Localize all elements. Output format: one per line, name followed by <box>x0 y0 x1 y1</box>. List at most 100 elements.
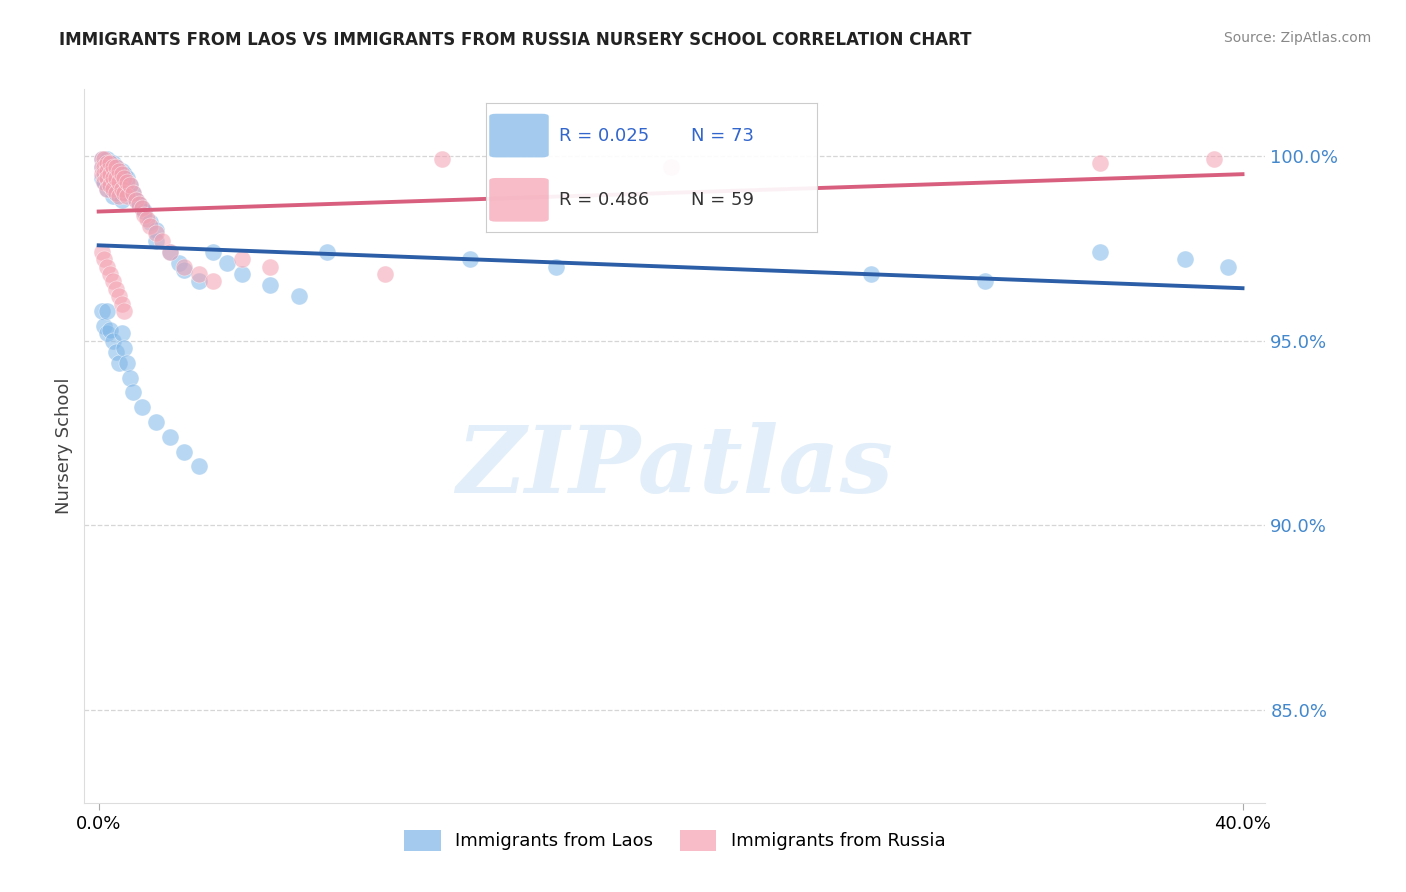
Point <box>159 430 181 444</box>
Point <box>1174 252 1197 267</box>
Point <box>259 278 281 293</box>
Point <box>117 356 139 370</box>
Point <box>107 175 129 189</box>
Point <box>110 326 132 341</box>
Point <box>96 170 118 185</box>
Point <box>139 215 162 229</box>
Point <box>96 156 118 170</box>
Point <box>98 178 121 193</box>
Point <box>104 344 127 359</box>
Point <box>98 267 121 281</box>
Point <box>288 289 311 303</box>
Point <box>134 204 156 219</box>
Text: IMMIGRANTS FROM LAOS VS IMMIGRANTS FROM RUSSIA NURSERY SCHOOL CORRELATION CHART: IMMIGRANTS FROM LAOS VS IMMIGRANTS FROM … <box>59 31 972 49</box>
Point <box>110 163 132 178</box>
Point <box>98 156 121 170</box>
Point <box>110 182 132 196</box>
Point <box>93 175 115 189</box>
Point <box>104 282 127 296</box>
Point <box>90 167 112 181</box>
Point <box>101 275 124 289</box>
Point <box>98 167 121 181</box>
Point <box>316 244 339 259</box>
Point <box>107 175 129 189</box>
Point <box>93 153 115 167</box>
Point <box>101 160 124 174</box>
Point <box>93 175 115 189</box>
Point <box>93 156 115 170</box>
Point <box>128 196 150 211</box>
Point <box>110 167 132 181</box>
Point <box>93 163 115 178</box>
Point <box>96 326 118 341</box>
Point <box>104 170 127 185</box>
Point <box>134 208 156 222</box>
Point <box>859 267 882 281</box>
Point <box>150 234 173 248</box>
Point <box>110 296 132 310</box>
Point <box>96 182 118 196</box>
Point <box>90 304 112 318</box>
Point <box>1088 244 1111 259</box>
Point <box>90 160 112 174</box>
Point <box>90 153 112 167</box>
Point <box>131 400 153 414</box>
Point <box>374 267 396 281</box>
Point <box>217 256 239 270</box>
Point <box>202 244 225 259</box>
Point <box>96 160 118 174</box>
Point <box>173 260 195 274</box>
Point <box>101 156 124 170</box>
Point <box>159 244 181 259</box>
Point <box>122 186 145 200</box>
Point <box>120 178 142 193</box>
Point <box>125 193 148 207</box>
Point <box>117 186 139 200</box>
Point <box>173 263 195 277</box>
Point <box>101 189 124 203</box>
Point <box>96 260 118 274</box>
Point <box>125 193 148 207</box>
Point <box>96 153 118 167</box>
Point <box>117 189 139 203</box>
Point <box>187 459 209 474</box>
Point <box>231 267 253 281</box>
Point <box>131 201 153 215</box>
Point <box>98 156 121 170</box>
Point <box>231 252 253 267</box>
Point <box>136 211 159 226</box>
Point <box>430 153 453 167</box>
Point <box>101 170 124 185</box>
Point <box>117 175 139 189</box>
Point <box>101 175 124 189</box>
Point <box>117 170 139 185</box>
Point <box>202 275 225 289</box>
Point <box>159 244 181 259</box>
Point <box>120 178 142 193</box>
Point <box>112 186 135 200</box>
Point <box>122 186 145 200</box>
Legend: Immigrants from Laos, Immigrants from Russia: Immigrants from Laos, Immigrants from Ru… <box>398 822 952 858</box>
Point <box>546 260 568 274</box>
Point <box>1218 260 1240 274</box>
Point <box>112 341 135 355</box>
Point <box>173 444 195 458</box>
Point <box>93 318 115 333</box>
Point <box>120 370 142 384</box>
Point <box>90 153 112 167</box>
Point <box>96 304 118 318</box>
Point <box>112 167 135 181</box>
Point <box>1088 156 1111 170</box>
Point <box>259 260 281 274</box>
Point <box>107 163 129 178</box>
Point <box>107 289 129 303</box>
Point <box>98 322 121 336</box>
Point <box>139 219 162 233</box>
Point <box>104 160 127 174</box>
Point <box>96 182 118 196</box>
Point <box>112 170 135 185</box>
Point <box>98 167 121 181</box>
Point <box>101 334 124 348</box>
Point <box>128 196 150 211</box>
Point <box>974 275 997 289</box>
